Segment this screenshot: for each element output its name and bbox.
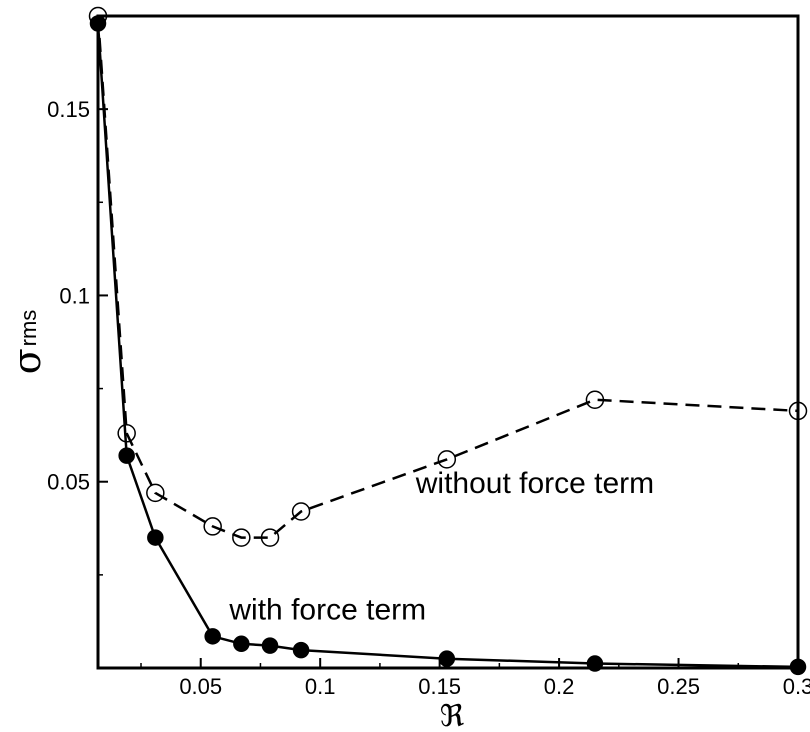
series-markers (88, 6, 808, 676)
x-axis-label: ℜ (440, 699, 465, 732)
annotations: without force term with force term (228, 467, 654, 627)
data-point-with-force (292, 641, 310, 659)
x-tick-label: 0.2 (544, 674, 575, 699)
y-axis-label: σrms (5, 310, 49, 375)
data-point-with-force (233, 635, 250, 653)
data-point-with-force (204, 628, 221, 645)
y-axis-ticks: 0.05 0.1 0.15 (47, 97, 108, 576)
y-axis-label-symbol: σ (5, 348, 49, 374)
y-tick-label: 0.15 (47, 97, 90, 122)
y-axis-label-subscript: rms (16, 310, 41, 347)
series-line-with-force-term (96, 23, 799, 669)
annotation-label: with force term (228, 594, 426, 627)
data-point-without-force (585, 390, 605, 409)
data-point-with-force (147, 529, 164, 546)
data-point-without-force (260, 528, 280, 547)
y-tick-label: 0.1 (59, 283, 90, 308)
x-tick-label: 0.1 (305, 674, 336, 699)
data-point-with-force (438, 650, 456, 667)
data-point-without-force (203, 517, 222, 536)
plot-frame (96, 14, 800, 670)
y-tick-label: 0.05 (47, 470, 90, 495)
x-axis-ticks: 0.05 0.1 0.15 0.2 0.25 0.3 (140, 658, 810, 699)
annotation-label: without force term (415, 467, 654, 500)
data-point-without-force (291, 502, 311, 521)
data-point-with-force (118, 447, 135, 464)
data-point-without-force (146, 483, 165, 503)
x-tick-label: 0.3 (783, 674, 810, 699)
x-tick-label: 0.25 (657, 674, 700, 699)
x-tick-label: 0.15 (418, 674, 461, 699)
data-point-without-force (117, 424, 136, 443)
series-lines (96, 15, 799, 669)
data-point-without-force (437, 450, 457, 469)
data-point-with-force (261, 637, 279, 654)
data-point-without-force (232, 528, 251, 547)
x-tick-label: 0.05 (179, 674, 222, 699)
series-line-without-force-term (96, 15, 799, 539)
